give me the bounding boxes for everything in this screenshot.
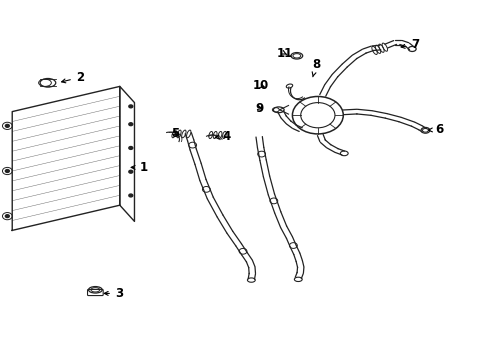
Text: 10: 10 — [252, 79, 268, 92]
Text: 1: 1 — [131, 161, 147, 174]
Text: 6: 6 — [427, 123, 443, 136]
Circle shape — [5, 170, 9, 172]
Text: 3: 3 — [104, 287, 123, 300]
Text: 5: 5 — [171, 127, 179, 140]
Text: 11: 11 — [276, 47, 292, 60]
Circle shape — [129, 170, 133, 173]
Text: 8: 8 — [311, 58, 320, 77]
Circle shape — [129, 105, 133, 108]
Text: 7: 7 — [400, 39, 418, 51]
Text: 2: 2 — [61, 71, 84, 84]
Circle shape — [129, 147, 133, 149]
Text: 4: 4 — [215, 130, 230, 143]
Circle shape — [5, 215, 9, 217]
Circle shape — [5, 125, 9, 127]
Text: 9: 9 — [255, 102, 263, 114]
Circle shape — [129, 194, 133, 197]
Circle shape — [129, 123, 133, 126]
